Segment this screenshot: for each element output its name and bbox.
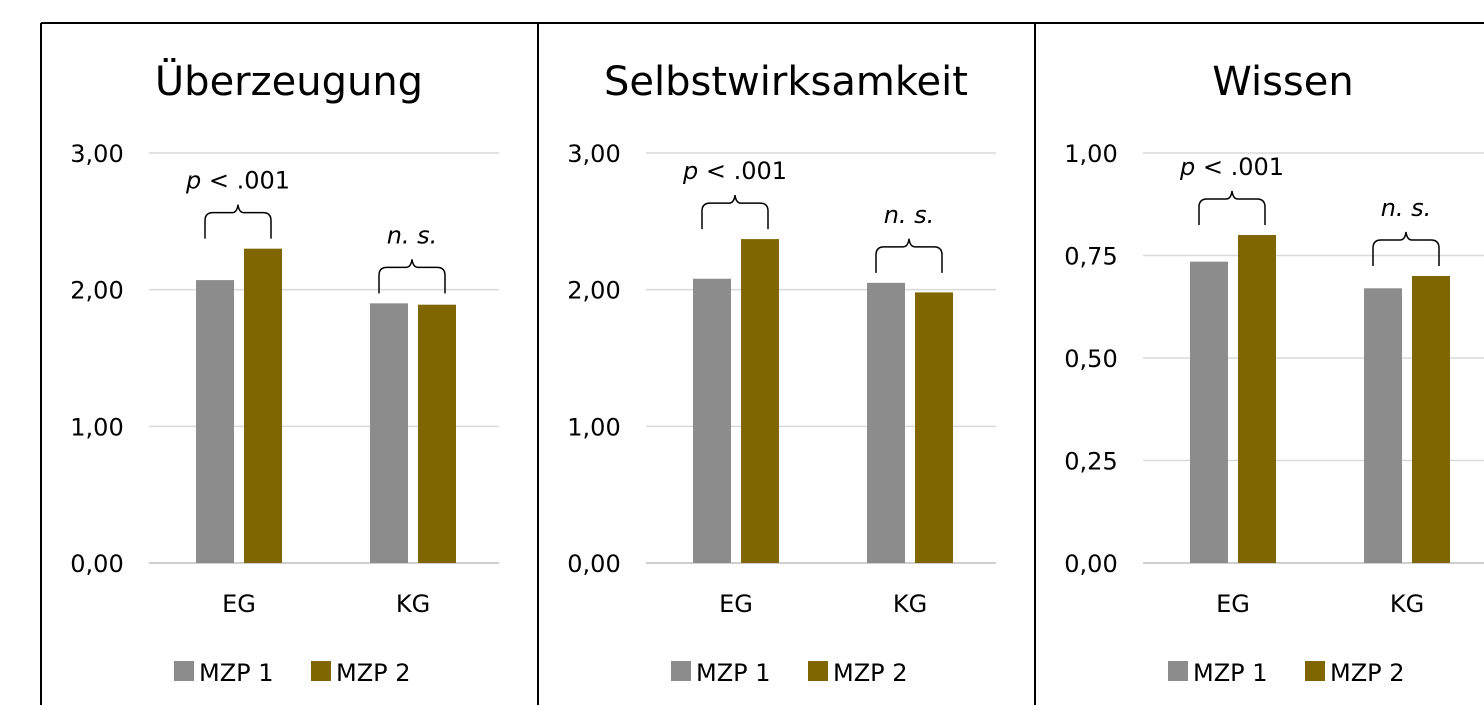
chart-panel-1: Überzeugung 0,00 1,00 2,00 3,00 EG p < .001 KG n… <box>70 57 499 687</box>
legend: MZP 1 MZP 2 <box>1168 659 1405 687</box>
panel-frames <box>40 22 1484 705</box>
bar-eg-mzp1 <box>1190 261 1228 563</box>
legend-swatch <box>1305 661 1325 681</box>
bar-kg-mzp2 <box>915 292 953 563</box>
significance-brace <box>378 259 446 294</box>
legend-label: MZP 2 <box>833 659 908 687</box>
significance-label: p < .001 <box>1179 153 1284 181</box>
bar-eg-mzp1 <box>196 280 234 563</box>
bar-kg-mzp1 <box>867 282 905 563</box>
y-tick-label: 3,00 <box>567 140 620 168</box>
bar-eg-mzp1 <box>693 278 731 563</box>
legend: MZP 1 MZP 2 <box>671 659 908 687</box>
legend-label: MZP 2 <box>336 659 411 687</box>
legend-label: MZP 1 <box>696 659 771 687</box>
y-tick-label: 0,75 <box>1064 243 1117 271</box>
chart-title: Selbstwirksamkeit <box>604 59 968 105</box>
legend-label: MZP 2 <box>1330 659 1405 687</box>
chart-panel-2: Selbstwirksamkeit 0,00 1,00 2,00 3,00 EG p < .… <box>567 59 996 687</box>
significance-brace <box>701 194 769 230</box>
legend-label: MZP 1 <box>199 659 274 687</box>
legend-swatch <box>671 661 691 681</box>
x-tick-label: EG <box>1216 590 1250 618</box>
legend-swatch <box>174 661 194 681</box>
y-tick-label: 1,00 <box>567 413 620 441</box>
bar-eg-mzp2 <box>741 239 779 563</box>
y-tick-label: 2,00 <box>70 277 123 305</box>
y-tick-label: 0,25 <box>1064 448 1117 476</box>
bar-eg-mzp2 <box>244 248 282 563</box>
y-tick-label: 0,00 <box>567 550 620 578</box>
bar-kg-mzp1 <box>370 303 408 563</box>
y-tick-label: 1,00 <box>70 413 123 441</box>
y-tick-label: 3,00 <box>70 140 123 168</box>
y-tick-label: 0,00 <box>1064 550 1117 578</box>
bar-kg-mzp1 <box>1364 288 1402 563</box>
y-tick-label: 0,00 <box>70 550 123 578</box>
x-tick-label: KG <box>893 590 927 618</box>
y-tick-label: 1,00 <box>1064 140 1117 168</box>
x-tick-label: EG <box>719 590 753 618</box>
significance-label: n. s. <box>1381 194 1432 222</box>
bar-kg-mzp2 <box>1412 276 1450 563</box>
significance-label: n. s. <box>884 201 935 229</box>
significance-brace <box>1372 231 1440 266</box>
y-tick-label: 0,50 <box>1064 345 1117 373</box>
significance-label: n. s. <box>387 221 438 249</box>
chart-title: Überzeugung <box>155 57 423 105</box>
chart-panel-3: Wissen 0,00 0,25 0,50 0,75 1,00 EG p < .001 KG n.… <box>1064 59 1484 687</box>
chart-title: Wissen <box>1212 59 1353 105</box>
x-tick-label: EG <box>222 590 256 618</box>
significance-brace <box>204 204 272 239</box>
x-tick-label: KG <box>396 590 430 618</box>
significance-label: p < .001 <box>185 167 290 195</box>
legend-swatch <box>808 661 828 681</box>
bar-kg-mzp2 <box>418 304 456 563</box>
bar-eg-mzp2 <box>1238 235 1276 563</box>
significance-brace <box>1198 190 1266 225</box>
significance-brace <box>875 238 943 273</box>
y-tick-label: 2,00 <box>567 277 620 305</box>
legend-label: MZP 1 <box>1193 659 1268 687</box>
legend: MZP 1 MZP 2 <box>174 659 411 687</box>
legend-swatch <box>1168 661 1188 681</box>
legend-swatch <box>311 661 331 681</box>
significance-label: p < .001 <box>682 157 787 185</box>
x-tick-label: KG <box>1390 590 1424 618</box>
